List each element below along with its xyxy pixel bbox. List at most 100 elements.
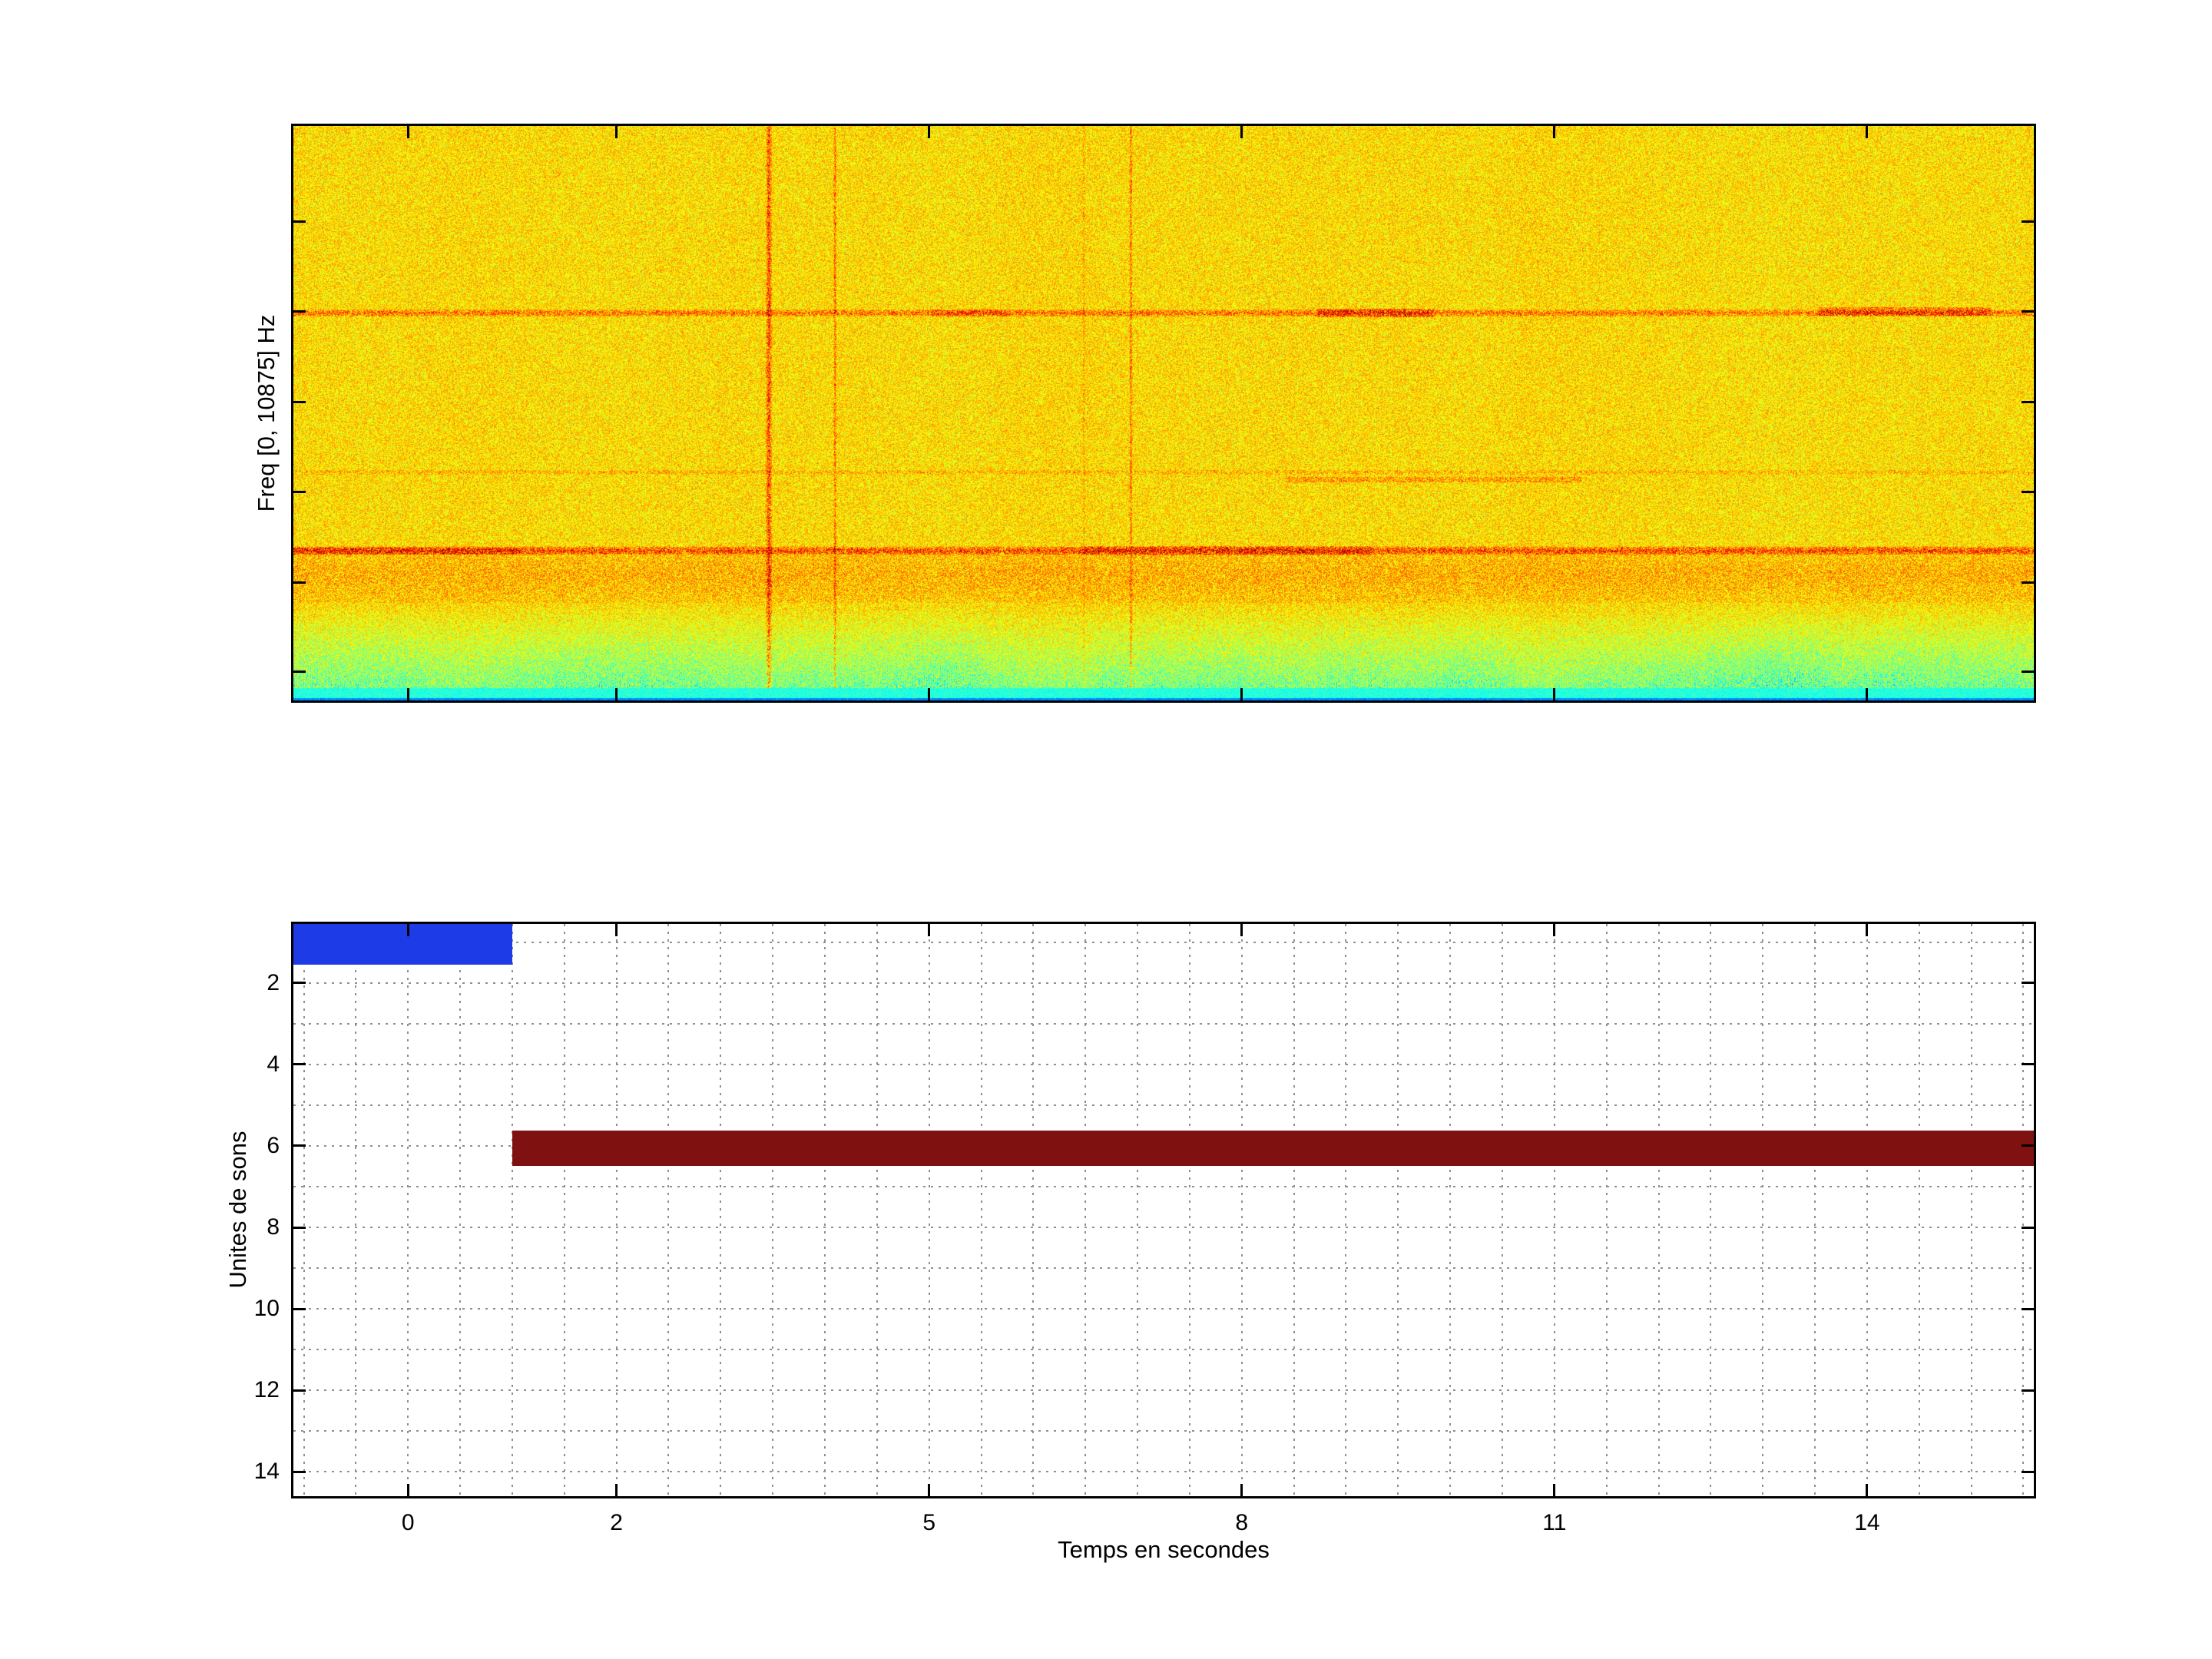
grid-line-horizontal bbox=[293, 1308, 2034, 1310]
y-tick bbox=[2022, 1389, 2034, 1392]
grid-line-vertical bbox=[407, 924, 409, 1496]
grid-line-vertical bbox=[1762, 924, 1764, 1496]
grid-line-horizontal bbox=[293, 1389, 2034, 1392]
x-tick bbox=[928, 924, 931, 936]
x-tick-label: 5 bbox=[922, 1510, 936, 1535]
y-tick bbox=[2022, 400, 2034, 403]
spectrogram-ylabel: Freq [0, 10875] Hz bbox=[253, 314, 280, 512]
grid-line-horizontal bbox=[293, 982, 2034, 984]
y-tick bbox=[293, 1389, 306, 1392]
y-tick bbox=[2022, 1144, 2034, 1147]
grid-line-horizontal bbox=[293, 1063, 2034, 1065]
grid-line-vertical bbox=[1501, 924, 1503, 1496]
spectrogram-tick-layer bbox=[293, 126, 2034, 700]
x-tick-label: 11 bbox=[1542, 1510, 1567, 1535]
x-tick bbox=[928, 688, 931, 700]
grid-line-vertical bbox=[1032, 924, 1035, 1496]
grid-line-horizontal bbox=[293, 1430, 2034, 1432]
grid-line-vertical bbox=[720, 924, 722, 1496]
y-tick-label: 4 bbox=[267, 1051, 280, 1077]
x-tick bbox=[615, 126, 618, 138]
x-tick bbox=[1553, 1484, 1556, 1496]
y-tick-label: 6 bbox=[267, 1132, 280, 1158]
x-tick bbox=[1553, 924, 1556, 936]
grid-line-vertical bbox=[928, 924, 930, 1496]
grid-line-vertical bbox=[876, 924, 878, 1496]
y-tick bbox=[293, 1470, 306, 1473]
grid-line-vertical bbox=[1553, 924, 1555, 1496]
y-tick bbox=[2022, 1063, 2034, 1066]
grid-line-vertical bbox=[1345, 924, 1347, 1496]
y-tick-label: 12 bbox=[253, 1377, 280, 1403]
grid-line-vertical bbox=[1188, 924, 1190, 1496]
grid-line-vertical bbox=[667, 924, 670, 1496]
y-tick bbox=[2022, 1470, 2034, 1473]
x-tick-label: 0 bbox=[401, 1510, 415, 1535]
grid-line-vertical bbox=[1605, 924, 1608, 1496]
grid-line-horizontal bbox=[293, 1104, 2034, 1106]
y-tick bbox=[2022, 490, 2034, 493]
y-tick bbox=[293, 581, 306, 584]
x-tick bbox=[615, 924, 618, 936]
y-tick bbox=[2022, 671, 2034, 674]
x-tick bbox=[1866, 924, 1869, 936]
y-tick bbox=[293, 982, 306, 985]
grid-line-vertical bbox=[1397, 924, 1399, 1496]
x-tick bbox=[615, 688, 618, 700]
timeline-bar-sound-unit-1 bbox=[293, 924, 512, 965]
grid-line-vertical bbox=[980, 924, 982, 1496]
grid-line-vertical bbox=[615, 924, 618, 1496]
grid-line-horizontal bbox=[293, 941, 2034, 943]
x-tick bbox=[1866, 126, 1869, 138]
grid-line-horizontal bbox=[293, 1022, 2034, 1025]
x-tick bbox=[615, 1484, 618, 1496]
grid-line-vertical bbox=[1657, 924, 1660, 1496]
grid-line-vertical bbox=[824, 924, 826, 1496]
grid-line-vertical bbox=[511, 924, 513, 1496]
timeline-plot-area bbox=[293, 924, 2034, 1496]
y-tick bbox=[293, 1226, 306, 1229]
grid-line-vertical bbox=[1710, 924, 1712, 1496]
y-tick bbox=[293, 310, 306, 313]
timeline-xlabel: Temps en secondes bbox=[1058, 1536, 1270, 1563]
grid-line-vertical bbox=[1866, 924, 1868, 1496]
x-tick bbox=[1866, 688, 1869, 700]
grid-line-vertical bbox=[1970, 924, 1972, 1496]
grid-line-horizontal bbox=[293, 1227, 2034, 1229]
grid-line-vertical bbox=[1918, 924, 1920, 1496]
grid-line-horizontal bbox=[293, 1186, 2034, 1187]
x-tick-label: 14 bbox=[1854, 1510, 1880, 1535]
y-tick bbox=[293, 1307, 306, 1310]
grid-line-vertical bbox=[1293, 924, 1295, 1496]
spectrogram-axes bbox=[291, 124, 2036, 703]
spectrogram-heatmap bbox=[293, 126, 2034, 700]
grid-line-vertical bbox=[772, 924, 774, 1496]
y-tick-label: 8 bbox=[267, 1214, 280, 1240]
grid-line-vertical bbox=[2022, 924, 2025, 1496]
grid-line-vertical bbox=[1137, 924, 1139, 1496]
grid-line-vertical bbox=[1814, 924, 1816, 1496]
grid-line-vertical bbox=[355, 924, 357, 1496]
grid-line-vertical bbox=[563, 924, 565, 1496]
grid-line-vertical bbox=[303, 924, 305, 1496]
y-tick-label: 2 bbox=[267, 969, 280, 995]
x-tick bbox=[928, 126, 931, 138]
x-tick bbox=[1553, 688, 1556, 700]
grid-line-horizontal bbox=[293, 1267, 2034, 1270]
x-tick bbox=[406, 688, 409, 700]
grid-line-vertical bbox=[459, 924, 462, 1496]
y-tick bbox=[293, 671, 306, 674]
x-tick-label: 2 bbox=[610, 1510, 623, 1535]
x-tick bbox=[1240, 688, 1243, 700]
x-tick bbox=[1866, 1484, 1869, 1496]
y-tick bbox=[293, 1144, 306, 1147]
x-tick bbox=[1240, 924, 1243, 936]
y-tick bbox=[293, 1063, 306, 1066]
y-tick-label: 10 bbox=[253, 1296, 280, 1322]
y-tick-label: 14 bbox=[253, 1459, 280, 1485]
grid-line-vertical bbox=[1084, 924, 1087, 1496]
y-tick bbox=[2022, 1226, 2034, 1229]
x-tick bbox=[1553, 126, 1556, 138]
x-tick-label: 8 bbox=[1235, 1510, 1249, 1535]
